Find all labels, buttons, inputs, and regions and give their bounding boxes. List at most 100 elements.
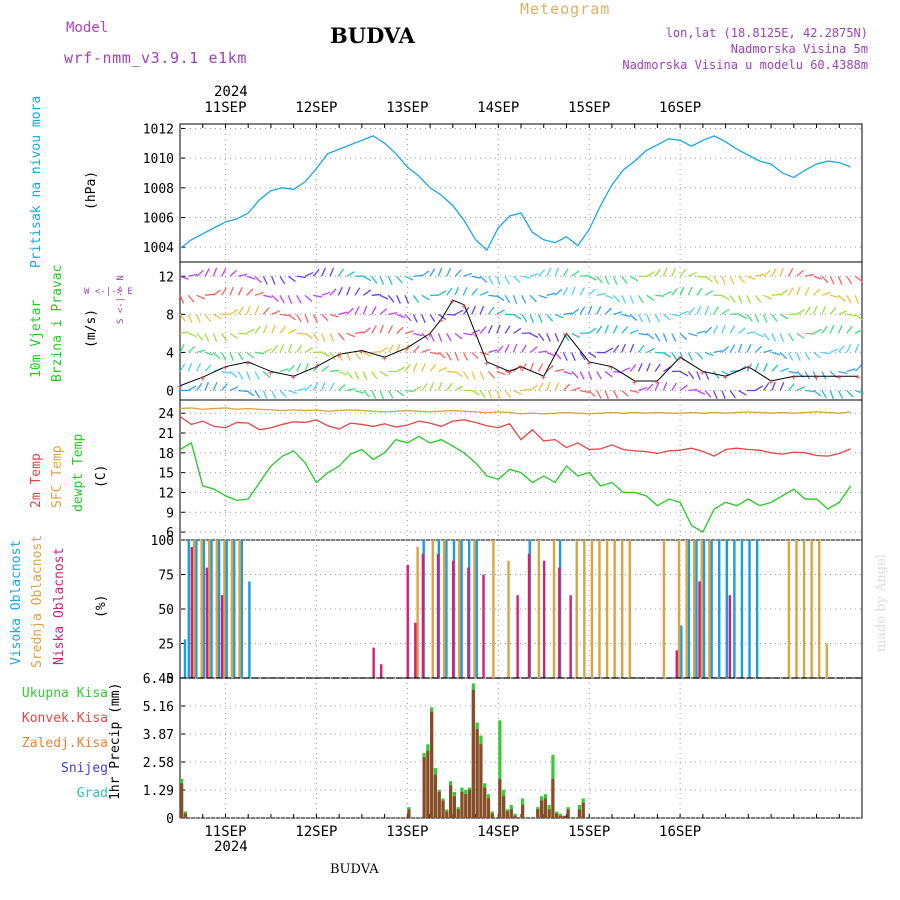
wind-arrow-363 <box>604 276 610 285</box>
wind-arrow-158 <box>362 305 368 315</box>
wind-arrow-378 <box>629 389 640 394</box>
wind-arrow-102 <box>296 314 302 323</box>
wind-arrow-54 <box>237 286 243 296</box>
wind-arrow-440 <box>696 275 706 278</box>
wind-arrow-273 <box>504 390 512 398</box>
wind-arrow-19 <box>196 294 206 300</box>
temp-2m-line <box>179 415 851 457</box>
wind-arrow-315 <box>554 382 560 391</box>
cloud-high-bar-26 <box>733 540 736 678</box>
cloud-mid-bar-7 <box>416 546 419 678</box>
wind-arrow-246 <box>471 371 476 381</box>
wind-arrow-335 <box>571 270 580 277</box>
wind-arrow-73 <box>262 324 268 334</box>
cloud-high-bar-24 <box>718 540 721 678</box>
precip-conv-bar-36 <box>566 809 570 818</box>
precip-conv-bar-27 <box>521 804 525 818</box>
wind-arrow-545 <box>821 275 829 284</box>
wind-arrow-368 <box>613 311 623 315</box>
wind-arrow-386 <box>637 362 643 372</box>
wind-arrow-214 <box>429 313 436 323</box>
cloud-mid-bar-14 <box>537 540 541 678</box>
wind-arrow-432 <box>687 286 693 296</box>
wind-arrow-450 <box>713 350 723 354</box>
wind-arrow-162 <box>371 371 378 380</box>
cloud-mid-bar-19 <box>598 540 601 678</box>
cloud-high-bar-12 <box>445 540 448 678</box>
wind-gust-marker: + <box>507 368 513 378</box>
wind-arrow-252 <box>479 390 486 399</box>
day-label-bottom-1: 12SEP <box>295 824 337 840</box>
wind-arrow-406 <box>662 381 668 391</box>
cloud-mid-bar-9 <box>442 540 446 678</box>
wind-gust-marker: + <box>768 378 774 388</box>
wind-arrow-359 <box>604 347 614 353</box>
cloud-mid-bar-2 <box>208 540 211 678</box>
wind-arrow-61 <box>246 288 254 296</box>
wind-arrow-369 <box>612 294 621 303</box>
wind-arrow-366 <box>612 344 620 353</box>
cloud-mid-bar-17 <box>583 540 586 678</box>
wind-gust-marker: + <box>245 359 251 369</box>
wind-arrow-489 <box>755 273 765 277</box>
wind-arrow-486 <box>754 332 764 338</box>
wind-arrow-60 <box>246 305 251 315</box>
wind-arrow-454 <box>712 275 719 285</box>
wind-arrow-373 <box>621 343 626 353</box>
wind-arrow-209 <box>421 270 430 277</box>
wind-arrow-507 <box>779 333 785 342</box>
wind-arrow-509 <box>779 289 788 296</box>
wind-arrow-492 <box>763 349 773 354</box>
wind-arrow-234 <box>454 332 463 340</box>
wind-arrow-87 <box>279 325 286 334</box>
wind-arrow-505 <box>779 367 789 373</box>
cloud-high-bar-21 <box>695 540 698 678</box>
wind-arrow-303 <box>538 350 548 354</box>
wind-arrow-204 <box>421 362 426 372</box>
cloud-high-bar-5 <box>217 540 221 678</box>
wind-arrow-230 <box>446 267 452 277</box>
precip-conv-bar-11 <box>452 796 456 818</box>
wind-arrow-544 <box>821 291 831 296</box>
wind-arrow-538 <box>813 275 823 280</box>
precip-tick-4: 5.16 <box>143 700 174 715</box>
wind-arrow-198 <box>412 345 420 353</box>
precip-conv-bar-4 <box>426 750 430 818</box>
wind-arrow-513 <box>787 352 794 361</box>
wind-arrow-343 <box>588 389 596 397</box>
model-name: wrf-nmm_v3.9.1 e1km <box>64 49 247 67</box>
wind-arrow-264 <box>488 294 498 298</box>
precip-conv-bar-23 <box>502 796 506 818</box>
wind-gust-marker: + <box>791 373 797 383</box>
wind-arrow-484 <box>754 362 760 372</box>
wind-arrow-178 <box>387 325 394 334</box>
wind-arrow-531 <box>805 273 815 277</box>
wind-arrow-156 <box>363 351 372 358</box>
cloud-low-bar-14 <box>542 560 546 678</box>
precip-conv-bar-14 <box>464 794 468 818</box>
cloud-low-bar-17 <box>675 650 678 678</box>
wind-arrow-398 <box>646 271 655 277</box>
wind-arrow-268 <box>496 345 504 353</box>
wind-arrow-92 <box>287 364 296 372</box>
wind-arrow-479 <box>746 331 756 335</box>
wind-arrow-564 <box>846 313 856 317</box>
cloud-mid-bar-15 <box>552 540 556 678</box>
wind-arrow-169 <box>379 370 389 377</box>
wind-arrow-425 <box>679 286 685 296</box>
wind-arrow-337 <box>579 371 585 380</box>
wind-arrow-326 <box>563 312 573 315</box>
wind-arrow-71 <box>262 370 271 378</box>
wind-arrow-258 <box>479 275 488 283</box>
wind-gust-marker: + <box>677 354 683 364</box>
precip-legend-freezing: Zaledj.Kisa <box>21 736 108 751</box>
wind-arrow-47 <box>229 286 234 296</box>
wind-arrow-217 <box>437 381 443 391</box>
wind-arrow-136 <box>337 332 345 341</box>
wind-arrow-443 <box>704 351 714 357</box>
wind-arrow-135 <box>337 352 343 361</box>
wind-arrow-182 <box>396 389 405 397</box>
cloud-tick-3: 75 <box>158 569 174 584</box>
wind-arrow-79 <box>271 345 279 353</box>
wind-arrow-187 <box>396 295 401 304</box>
